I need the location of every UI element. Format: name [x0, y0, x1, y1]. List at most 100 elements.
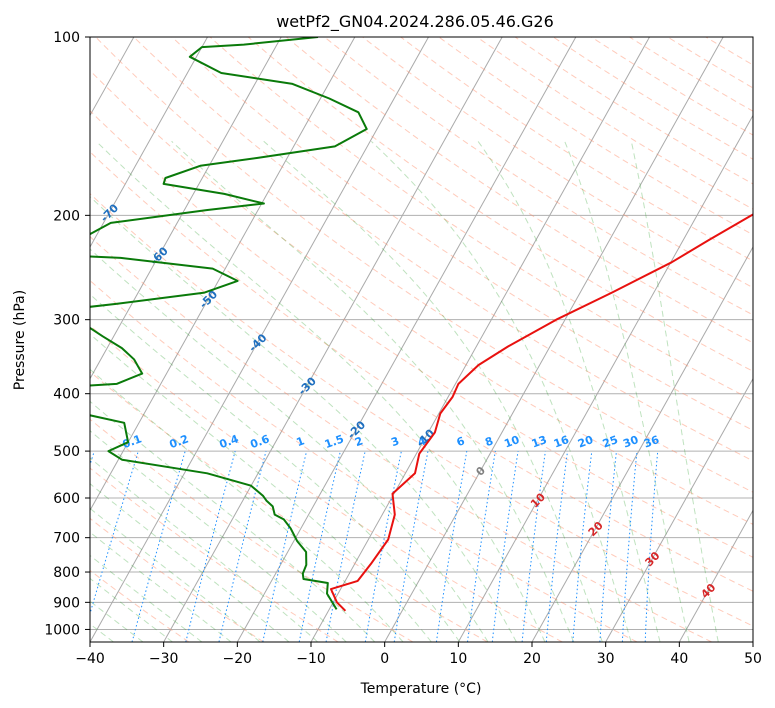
- mixing-ratio-label: 0.6: [248, 432, 271, 451]
- mixing-ratio-line: [572, 451, 593, 642]
- background-lines: [90, 37, 753, 642]
- mixing-ratio-label: 2: [353, 434, 365, 449]
- isotherm-line: [90, 37, 208, 249]
- moist-adiabat-line: [90, 400, 376, 642]
- dry-adiabat-line: [90, 371, 488, 642]
- mixing-ratio-label: 20: [576, 433, 595, 451]
- y-axis-title: Pressure (hPa): [12, 290, 28, 390]
- mixing-ratio-label: 1: [295, 434, 307, 449]
- mixing-ratio-label: 0.2: [168, 432, 191, 451]
- moist-adiabat-line: [477, 141, 661, 642]
- dry-adiabat-line: [247, 37, 753, 372]
- y-tick-label: 300: [53, 313, 80, 329]
- dry-adiabat-line: [90, 110, 753, 558]
- mixing-ratio-label: 8: [483, 434, 495, 449]
- x-tick-label: −30: [149, 651, 179, 667]
- mixing-ratio-line: [131, 450, 186, 642]
- mixing-ratio-line: [298, 450, 341, 642]
- isotherm-line: [90, 37, 356, 512]
- x-tick-label: 30: [597, 651, 615, 667]
- mixing-ratio-line: [545, 451, 568, 642]
- mixing-ratio-label: 4: [416, 434, 428, 449]
- moist-adiabat-line: [90, 457, 319, 642]
- isotherm-line: [163, 37, 503, 642]
- moist-adiabat-line: [90, 333, 432, 642]
- moist-adiabat-line: [95, 140, 546, 642]
- mixing-ratio-line: [491, 451, 519, 642]
- y-tick-label: 100: [53, 30, 80, 46]
- isotherm-line: [605, 377, 753, 642]
- isotherm-line: [384, 37, 724, 642]
- profiles: [90, 37, 753, 612]
- isotherm-line: [678, 509, 753, 642]
- y-tick-label: 1000: [44, 622, 80, 638]
- plot-frame: [89, 36, 754, 643]
- moist-adiabat-line: [263, 140, 603, 642]
- y-tick-label: 800: [53, 565, 80, 581]
- mixing-ratio-label: 16: [552, 433, 571, 451]
- dry-adiabat-line: [90, 467, 339, 642]
- y-tick-label: 900: [53, 595, 80, 611]
- moist-adiabat-line: [90, 531, 232, 642]
- moist-adiabat-line: [564, 141, 690, 642]
- moist-adiabat-line: [90, 507, 261, 642]
- mixing-ratio-label: 30: [621, 433, 640, 451]
- x-axis-title: Temperature (°C): [360, 681, 482, 697]
- isotherm-line: [457, 114, 753, 642]
- isotherm-line: [310, 37, 650, 642]
- dry-adiabat-line: [324, 37, 753, 316]
- dry-adiabat-line: [90, 69, 753, 525]
- isotherm-line: [531, 246, 753, 642]
- dry-adiabat-line: [90, 517, 264, 642]
- moist-adiabat-line: [171, 140, 575, 642]
- y-tick-label: 700: [53, 531, 80, 547]
- mixing-ratio-line: [262, 450, 308, 642]
- axes: −40 −30 −20 −10 0 10 20 30 40 5010020030040050060…: [44, 30, 762, 667]
- moist-adiabat-line: [90, 196, 517, 642]
- mixing-ratio-line: [467, 451, 496, 642]
- mixing-ratio-line: [435, 451, 468, 642]
- mixing-ratio-label: 13: [530, 433, 549, 450]
- dry-adiabat-line: [90, 193, 753, 627]
- mixing-ratio-label: 0.4: [218, 432, 241, 451]
- dry-adiabat-line: [90, 151, 753, 592]
- mixing-ratio-label: 36: [642, 433, 661, 451]
- dewpoint-profile-line: [90, 37, 368, 610]
- x-tick-label: 10: [449, 651, 467, 667]
- x-tick-label: 20: [523, 651, 541, 667]
- mixing-ratio-line: [185, 450, 236, 642]
- y-tick-label: 500: [53, 444, 80, 460]
- mixing-ratio-line: [521, 451, 546, 642]
- mixing-ratio-line: [599, 451, 617, 642]
- x-tick-label: −40: [75, 651, 105, 667]
- moist-adiabat-line: [90, 430, 347, 642]
- dry-adiabat-line: [95, 37, 753, 493]
- dry-adiabat-line: [90, 235, 712, 642]
- moist-adiabat-line: [90, 600, 144, 642]
- mixing-ratio-label: 3: [389, 434, 401, 449]
- mixing-ratio-label: 6: [455, 434, 467, 449]
- mixing-ratio-line: [90, 450, 139, 616]
- x-tick-label: 40: [670, 651, 688, 667]
- isotherm-line: [236, 37, 577, 642]
- x-tick-label: −20: [223, 651, 253, 667]
- moist-adiabat-line: [90, 248, 489, 642]
- chart-title: wetPf2_GN04.2024.286.05.46.G26: [276, 12, 554, 32]
- mixing-ratio-label: 10: [502, 433, 521, 451]
- mixing-ratio-label: 25: [601, 433, 620, 450]
- x-tick-label: 0: [380, 651, 389, 667]
- y-tick-label: 200: [53, 208, 80, 224]
- y-tick-label: 600: [53, 491, 80, 507]
- dry-adiabat-line: [209, 37, 753, 402]
- isotherm-line: [90, 37, 282, 380]
- isotherm-line: [90, 37, 429, 642]
- y-tick-label: 400: [53, 387, 80, 403]
- dry-adiabat-line: [171, 37, 753, 431]
- moist-adiabat-line: [630, 141, 719, 642]
- x-tick-label: 50: [744, 651, 762, 667]
- mixing-ratio-line: [218, 450, 267, 642]
- moist-adiabat-line: [90, 293, 461, 642]
- moist-adiabat-line: [90, 483, 290, 642]
